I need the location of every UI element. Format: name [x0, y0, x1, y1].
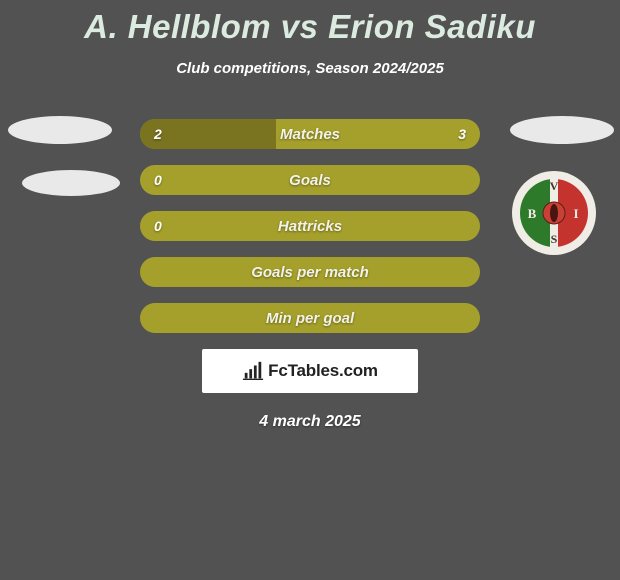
watermark-text: FcTables.com	[268, 361, 378, 381]
stat-rows: Matches 2 3 Goals 0 Hattricks 0 Goals per match…	[140, 119, 480, 333]
stat-row: Hattricks 0	[140, 211, 480, 241]
stat-row: Goals per match	[140, 257, 480, 287]
stat-row: Min per goal	[140, 303, 480, 333]
svg-text:B: B	[528, 206, 537, 221]
bar-chart-icon	[242, 360, 264, 382]
date-label: 4 march 2025	[0, 413, 620, 431]
stat-value-right: 3	[458, 126, 466, 142]
stat-label: Goals per match	[251, 264, 369, 281]
club-logo-svg: V B I S	[518, 177, 590, 249]
comparison-panel: V B I S Matches 2 3 Goals 0 Hattricks 0 Goals p…	[0, 119, 620, 333]
stat-value-left: 2	[154, 126, 162, 142]
page-title: A. Hellblom vs Erion Sadiku	[0, 0, 620, 46]
stat-value-left: 0	[154, 218, 162, 234]
stat-row: Matches 2 3	[140, 119, 480, 149]
watermark: FcTables.com	[202, 349, 418, 393]
player-left-placeholder-1	[8, 116, 112, 144]
svg-text:I: I	[573, 206, 578, 221]
subtitle: Club competitions, Season 2024/2025	[0, 60, 620, 77]
svg-text:V: V	[550, 179, 559, 193]
stat-label: Hattricks	[278, 218, 342, 235]
svg-text:S: S	[551, 232, 558, 246]
stat-label: Matches	[280, 126, 340, 143]
stat-label: Goals	[289, 172, 331, 189]
stat-row: Goals 0	[140, 165, 480, 195]
stat-value-left: 0	[154, 172, 162, 188]
club-logo: V B I S	[512, 171, 596, 255]
player-right-placeholder	[510, 116, 614, 144]
stat-label: Min per goal	[266, 310, 354, 327]
player-left-placeholder-2	[22, 170, 120, 196]
